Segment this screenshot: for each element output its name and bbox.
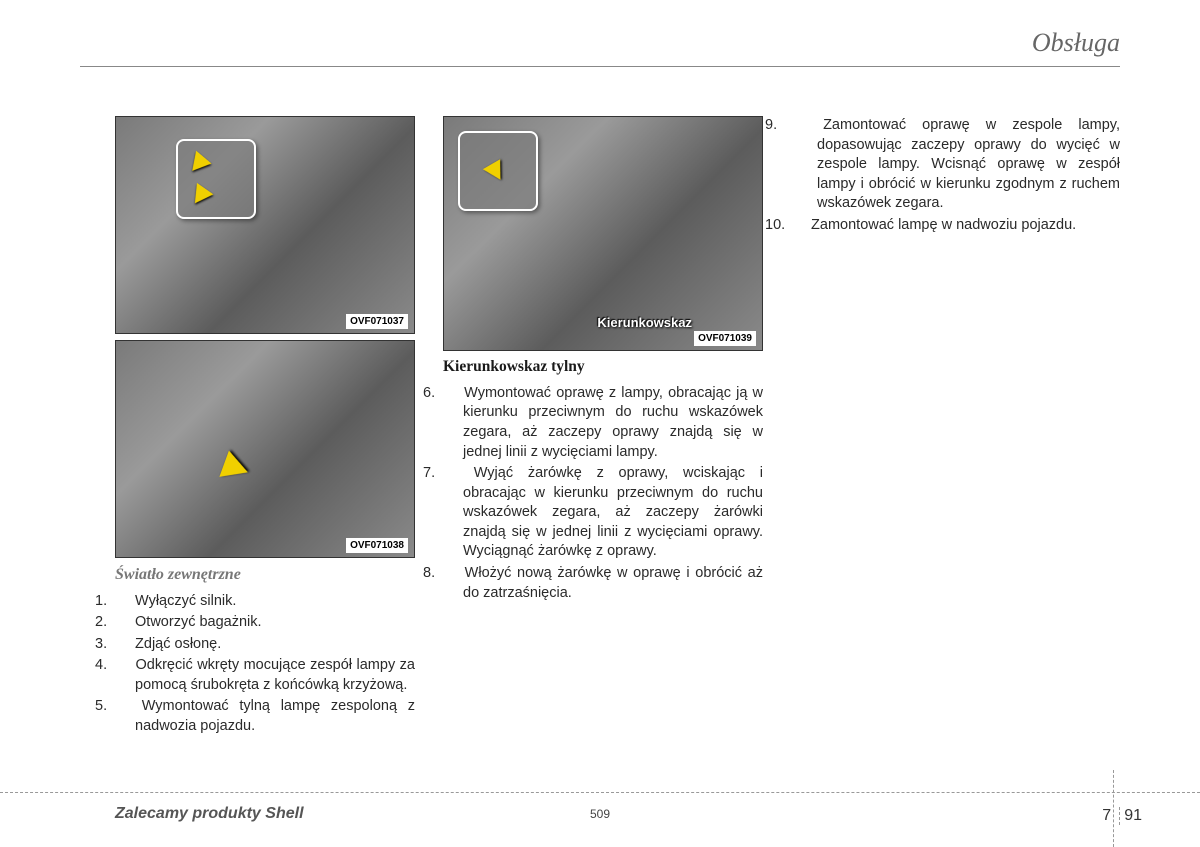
list-item: 10. Zamontować lampę w nadwoziu pojazdu. xyxy=(791,216,1120,236)
list-item: 6. Wymontować oprawę z lampy, obracając … xyxy=(443,384,763,462)
chapter-number: 7 xyxy=(1102,807,1120,825)
arrow-icon xyxy=(185,151,212,178)
figure-trunk-cover: OVF071038 xyxy=(115,340,415,558)
list-item: 4. Odkręcić wkręty mocujące zespół lampy… xyxy=(115,656,415,695)
footer-rule xyxy=(0,792,1200,793)
list-item: 9. Zamontować oprawę w zespole lampy, do… xyxy=(791,116,1120,214)
list-item: 1. Wyłączyć silnik. xyxy=(115,592,415,612)
steps-list-3: 9. Zamontować oprawę w zespole lampy, do… xyxy=(791,116,1120,235)
subheading-exterior-light: Światło zewnętrzne xyxy=(115,564,415,586)
content-area: OVF071037 OVF071038 Światło zewnętrzne 1… xyxy=(115,116,1120,739)
footer-brand-text: Zalecamy produkty Shell xyxy=(115,805,304,823)
arrow-icon xyxy=(219,451,252,486)
figure-code: OVF071039 xyxy=(694,331,756,347)
subheading-rear-turn-signal: Kierunkowskaz tylny xyxy=(443,357,763,378)
column-2: Kierunkowskaz OVF071039 Kierunkowskaz ty… xyxy=(443,116,763,739)
list-item: 7. Wyjąć żarówkę z oprawy, wciskając i o… xyxy=(443,464,763,562)
page-header-title: Obsługa xyxy=(1032,28,1120,58)
dashed-divider xyxy=(1113,770,1114,847)
figure-callout xyxy=(458,131,538,211)
arrow-icon xyxy=(187,183,214,209)
list-item-text: Wymontować oprawę z lampy, obracając ją … xyxy=(463,385,763,460)
figure-trunk-screws: OVF071037 xyxy=(115,116,415,334)
list-item: 3. Zdjąć osłonę. xyxy=(115,635,415,655)
list-item: 8. Włożyć nową żarówkę w oprawę i obróci… xyxy=(443,564,763,603)
list-item-text: Zamontować oprawę w zespole lampy, dopas… xyxy=(817,117,1120,211)
figure-code: OVF071037 xyxy=(346,314,408,330)
figure-callout xyxy=(176,139,256,219)
figure-label: Kierunkowskaz xyxy=(597,314,692,332)
list-item-text: Zamontować lampę w nadwoziu pojazdu. xyxy=(811,217,1076,233)
list-item: 5. Wymontować tylną lampę zespoloną z na… xyxy=(115,697,415,736)
list-item: 2. Otworzyć bagażnik. xyxy=(115,613,415,633)
figure-lamp-assembly: Kierunkowskaz OVF071039 xyxy=(443,116,763,351)
page-number: 91 xyxy=(1124,807,1142,824)
footer-page-number-abs: 509 xyxy=(590,807,610,821)
list-item-text: Włożyć nową żarówkę w oprawę i obrócić a… xyxy=(463,565,763,601)
list-item-text: Zdjąć osłonę. xyxy=(135,636,221,652)
list-item-text: Wyjąć żarówkę z oprawy, wciskając i obra… xyxy=(463,465,763,559)
figure-code: OVF071038 xyxy=(346,538,408,554)
column-3: 9. Zamontować oprawę w zespole lampy, do… xyxy=(791,116,1120,739)
steps-list-1: 1. Wyłączyć silnik. 2. Otworzyć bagażnik… xyxy=(115,592,415,737)
list-item-text: Wyłączyć silnik. xyxy=(135,593,236,609)
footer-page-chapter: 791 xyxy=(1102,807,1142,825)
list-item-text: Otworzyć bagażnik. xyxy=(135,614,262,630)
list-item-text: Odkręcić wkręty mocujące zespół lampy za… xyxy=(135,657,415,693)
list-item-text: Wymontować tylną lampę zespoloną z nadwo… xyxy=(135,698,415,734)
arrow-icon xyxy=(483,159,509,185)
column-1: OVF071037 OVF071038 Światło zewnętrzne 1… xyxy=(115,116,415,739)
steps-list-2: 6. Wymontować oprawę z lampy, obracając … xyxy=(443,384,763,603)
header-rule xyxy=(80,66,1120,67)
